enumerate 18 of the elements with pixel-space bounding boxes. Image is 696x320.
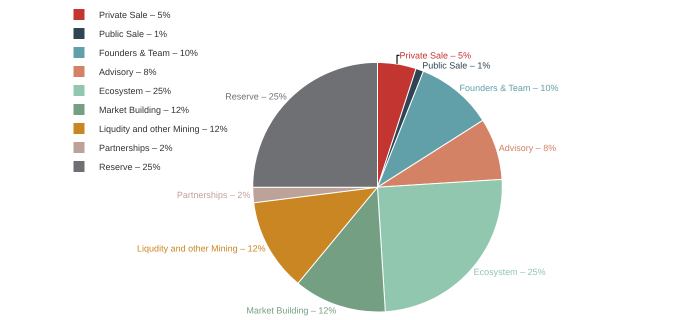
legend-label: Public Sale – 1% <box>99 29 168 40</box>
slice-label: Partnerships – 2% <box>176 190 250 200</box>
legend-label: Market Building – 12% <box>99 105 190 116</box>
slice-label: Private Sale – 5% <box>400 50 472 60</box>
slice-label: Liqudity and other Mining – 12% <box>137 243 266 254</box>
slice-label: Public Sale – 1% <box>422 60 490 70</box>
slice-label: Market Building – 12% <box>246 305 336 316</box>
legend-label: Advisory – 8% <box>99 67 157 78</box>
legend-label: Reserve – 25% <box>99 162 161 172</box>
slice-label: Advisory – 8% <box>498 143 556 154</box>
legend-label: Founders & Team – 10% <box>99 48 198 58</box>
legend-label: Liqudity and other Mining – 12% <box>99 124 228 134</box>
slice-label: Reserve – 25% <box>225 91 287 102</box>
legend-label: Ecosystem – 25% <box>99 86 172 96</box>
legend-label: Partnerships – 2% <box>99 143 173 154</box>
legend-label: Private Sale – 5% <box>99 10 171 20</box>
slice-label: Founders & Team – 10% <box>460 83 558 94</box>
slice-label: Ecosystem – 25% <box>474 266 546 277</box>
